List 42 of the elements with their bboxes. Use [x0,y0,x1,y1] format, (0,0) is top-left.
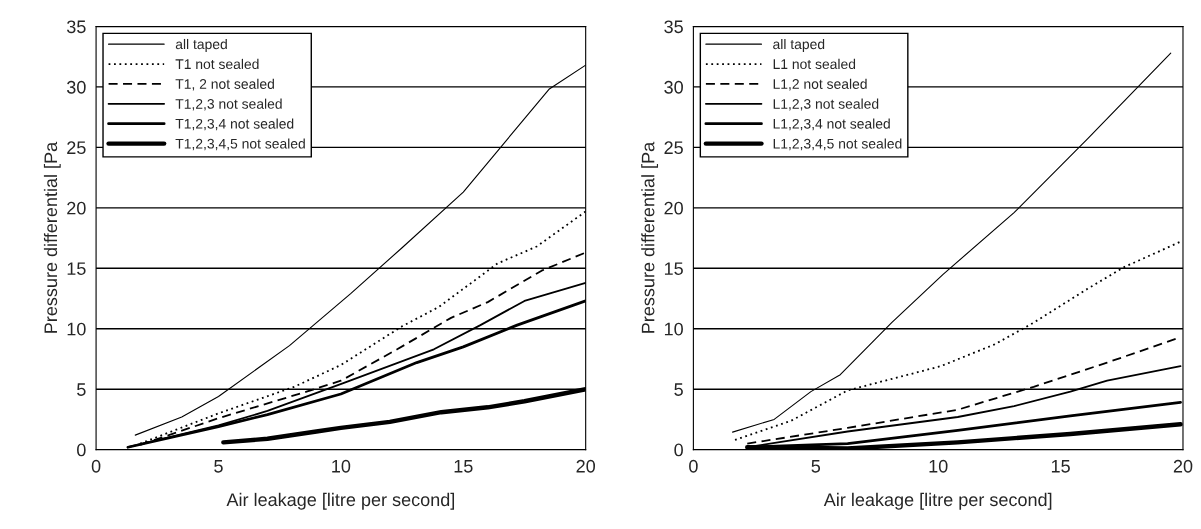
x-tick-label: 15 [454,460,473,473]
y-tick-label: 5 [674,383,683,396]
legend-label: L1 not sealed [773,58,856,70]
x-tick-label: 5 [214,460,223,473]
legend-label: T1,2,3,4,5 not sealed [175,138,305,151]
x-tick-label: 10 [332,459,351,473]
x-tick-label: 0 [91,459,101,473]
y-tick-label: 10 [67,322,86,336]
legend-label: all taped [773,38,825,52]
legend-label: T1,2,3 not sealed [175,98,282,111]
y-tick-label: 25 [664,141,683,155]
y-tick-label: 30 [66,80,86,94]
x-tick-label: 5 [811,460,821,473]
legend-label: T1, 2 not sealed [175,78,274,91]
x-tick-label: 0 [689,459,698,473]
x-tick-label: 20 [1173,459,1193,473]
legend-label: L1,2,3,4,5 not sealed [773,138,902,151]
y-tick-label: 20 [67,201,86,215]
legend-label: all taped [175,38,227,52]
y-tick-label: 20 [664,201,683,215]
y-tick-label: 0 [77,443,86,457]
legend-label: L1,2 not sealed [773,78,867,91]
x-tick-label: 15 [1051,460,1070,473]
legend-label: L1,2,3,4 not sealed [773,118,890,131]
y-tick-label: 5 [77,383,86,396]
y-tick-label: 25 [67,141,86,155]
y-axis-title: Pressure differential [Pa [43,141,61,333]
legend-label: L1,2,3 not sealed [773,98,879,111]
x-axis-title: Air leakage [litre per second] [823,492,1052,510]
y-tick-label: 35 [664,20,683,34]
y-tick-label: 30 [664,80,683,94]
y-tick-label: 15 [67,262,86,275]
y-tick-label: 10 [664,322,683,336]
x-tick-label: 10 [929,459,948,473]
y-tick-label: 35 [66,20,86,34]
y-tick-label: 15 [664,262,683,275]
legend-label: T1,2,3,4 not sealed [175,118,294,131]
y-tick-label: 0 [674,443,683,457]
x-tick-label: 20 [576,459,596,473]
y-axis-title: Pressure differential [Pa [641,141,659,333]
x-axis-title: Air leakage [litre per second] [226,492,455,510]
legend-label: T1 not sealed [175,58,259,70]
